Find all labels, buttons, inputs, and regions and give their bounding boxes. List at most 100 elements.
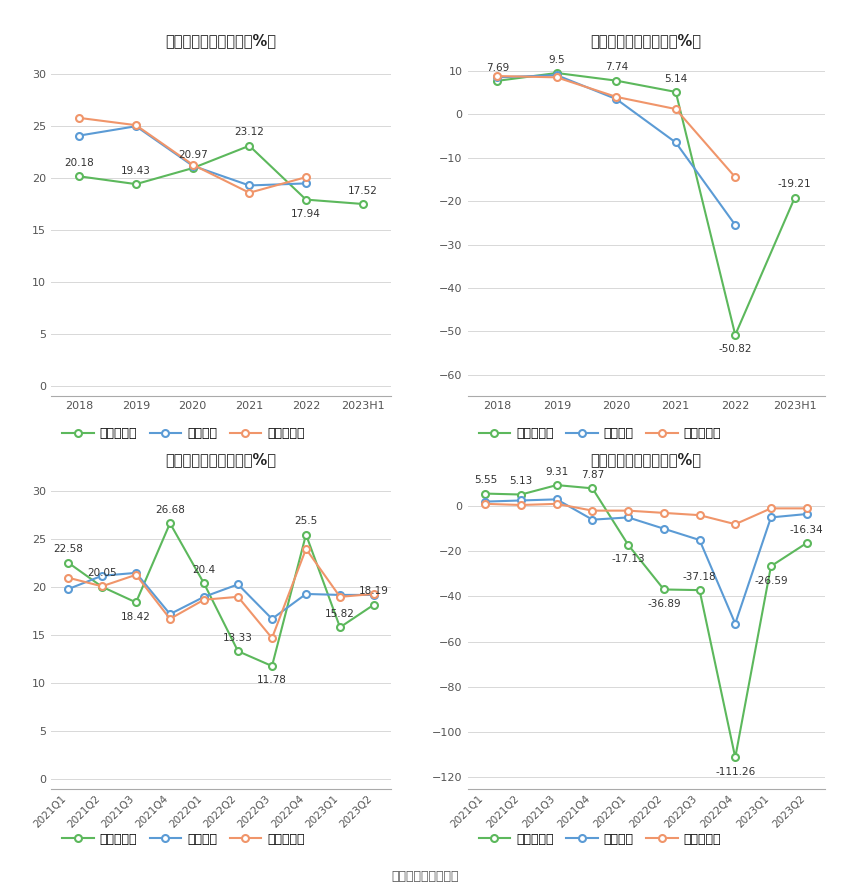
行业均值 [492, 72, 502, 83]
公司毛利率 [244, 141, 254, 151]
Text: -111.26: -111.26 [715, 767, 756, 777]
行业中位数 [730, 172, 740, 183]
行业均值 [730, 219, 740, 230]
公司净利率 [790, 192, 800, 203]
行业均值 [188, 160, 198, 171]
行业中位数 [74, 112, 84, 123]
Text: 23.12: 23.12 [235, 127, 264, 137]
Line: 公司净利率: 公司净利率 [482, 482, 810, 761]
公司毛利率 [301, 529, 311, 540]
Line: 行业中位数: 行业中位数 [482, 501, 810, 527]
公司净利率 [659, 584, 669, 595]
Text: 25.5: 25.5 [294, 516, 318, 527]
Text: -17.13: -17.13 [611, 554, 645, 564]
行业中位数 [802, 503, 812, 514]
行业均值 [267, 614, 277, 625]
行业中位数 [730, 519, 740, 529]
公司净利率 [623, 539, 633, 550]
公司净利率 [730, 330, 740, 340]
Text: 5.55: 5.55 [473, 475, 497, 486]
Text: 5.13: 5.13 [509, 476, 533, 486]
行业中位数 [611, 92, 621, 102]
行业均值 [335, 590, 345, 601]
行业均值 [480, 496, 490, 507]
行业中位数 [131, 569, 141, 580]
行业中位数 [267, 633, 277, 643]
Text: -36.89: -36.89 [647, 599, 681, 609]
Line: 行业中位数: 行业中位数 [494, 72, 739, 181]
行业中位数 [694, 510, 705, 520]
Text: 20.97: 20.97 [178, 150, 207, 159]
行业均值 [63, 584, 73, 594]
公司毛利率 [131, 179, 141, 190]
行业中位数 [301, 172, 311, 183]
公司净利率 [694, 584, 705, 595]
Line: 公司毛利率: 公司毛利率 [76, 143, 366, 208]
Title: 历年毛利率变化情况（%）: 历年毛利率变化情况（%） [166, 33, 276, 48]
行业中位数 [335, 592, 345, 602]
行业中位数 [131, 119, 141, 130]
行业均值 [802, 509, 812, 519]
Line: 行业中位数: 行业中位数 [76, 114, 309, 196]
行业均值 [165, 609, 175, 619]
公司净利率 [802, 537, 812, 548]
行业中位数 [188, 159, 198, 170]
Legend: 公司净利率, 行业均值, 行业中位数: 公司净利率, 行业均值, 行业中位数 [473, 828, 726, 851]
Legend: 公司毛利率, 行业均值, 行业中位数: 公司毛利率, 行业均值, 行业中位数 [57, 828, 309, 851]
Title: 季度毛利率变化情况（%）: 季度毛利率变化情况（%） [166, 452, 276, 467]
行业均值 [623, 512, 633, 523]
Text: 9.5: 9.5 [548, 54, 565, 65]
行业均值 [131, 568, 141, 578]
行业均值 [766, 512, 776, 523]
Line: 行业均值: 行业均值 [76, 123, 309, 189]
公司毛利率 [199, 578, 209, 589]
Text: 19.43: 19.43 [121, 166, 151, 176]
Text: 18.42: 18.42 [121, 612, 151, 622]
行业中位数 [671, 103, 681, 114]
行业均值 [659, 523, 669, 534]
Text: 7.87: 7.87 [581, 470, 604, 480]
Line: 行业均值: 行业均值 [482, 496, 810, 627]
行业中位数 [165, 614, 175, 625]
公司净利率 [552, 68, 562, 78]
公司毛利率 [63, 557, 73, 568]
Line: 行业中位数: 行业中位数 [65, 545, 377, 642]
行业中位数 [766, 503, 776, 514]
公司毛利率 [369, 600, 379, 610]
Line: 公司净利率: 公司净利率 [494, 69, 798, 339]
公司净利率 [766, 560, 776, 571]
行业中位数 [244, 187, 254, 198]
Legend: 公司净利率, 行业均值, 行业中位数: 公司净利率, 行业均值, 行业中位数 [473, 422, 726, 446]
行业均值 [131, 121, 141, 132]
行业均值 [301, 178, 311, 189]
行业均值 [611, 94, 621, 104]
行业中位数 [369, 589, 379, 600]
Text: 5.14: 5.14 [664, 74, 688, 84]
行业均值 [301, 589, 311, 600]
行业均值 [97, 570, 107, 581]
行业均值 [671, 137, 681, 148]
行业中位数 [480, 499, 490, 510]
行业均值 [244, 180, 254, 191]
Text: 26.68: 26.68 [155, 505, 185, 515]
公司毛利率 [188, 163, 198, 174]
公司净利率 [552, 479, 562, 490]
Text: -50.82: -50.82 [718, 344, 752, 355]
Text: -37.18: -37.18 [683, 572, 717, 582]
Text: -26.59: -26.59 [754, 576, 788, 585]
行业中位数 [552, 499, 562, 510]
公司净利率 [730, 752, 740, 763]
行业均值 [552, 494, 562, 504]
Text: 15.82: 15.82 [325, 609, 355, 619]
Text: 7.74: 7.74 [604, 62, 628, 72]
Text: 20.4: 20.4 [192, 565, 216, 575]
公司毛利率 [233, 646, 243, 657]
行业均值 [730, 618, 740, 629]
Text: 13.33: 13.33 [223, 633, 253, 642]
行业均值 [369, 590, 379, 601]
行业均值 [199, 592, 209, 602]
Line: 行业均值: 行业均值 [494, 71, 739, 228]
Text: 20.18: 20.18 [65, 158, 94, 168]
公司毛利率 [335, 622, 345, 633]
行业中位数 [199, 594, 209, 605]
